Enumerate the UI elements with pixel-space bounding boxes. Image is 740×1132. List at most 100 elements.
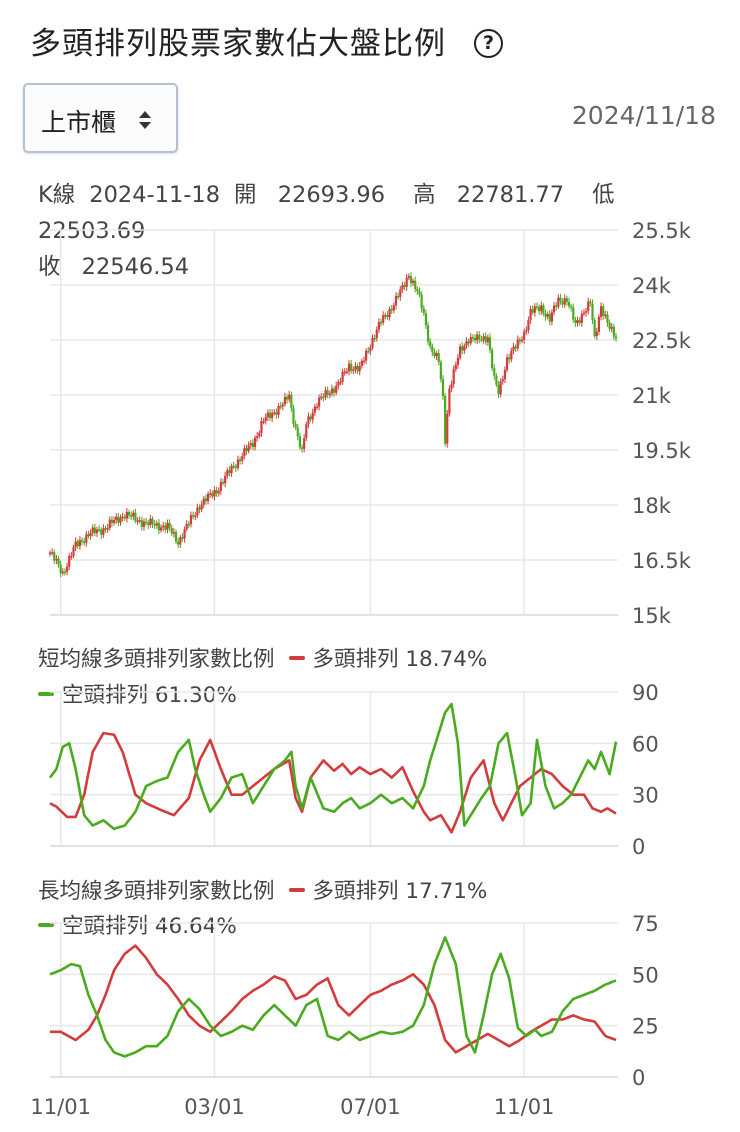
- candle-body: [63, 571, 67, 574]
- candle: [194, 512, 197, 520]
- candle: [247, 441, 250, 454]
- candle-body: [535, 306, 539, 308]
- candle: [501, 375, 504, 385]
- candle-body: [426, 325, 430, 342]
- candle-body: [76, 541, 79, 547]
- candle: [533, 303, 536, 317]
- candle: [608, 319, 611, 332]
- candle: [610, 323, 613, 333]
- candle-body: [595, 331, 598, 337]
- candle-body: [247, 445, 250, 452]
- candle: [200, 500, 203, 513]
- candle-body: [424, 313, 428, 326]
- candle: [330, 384, 334, 397]
- y-tick-label: 24k: [632, 274, 672, 298]
- candle-body: [127, 511, 131, 516]
- candle-body: [241, 456, 244, 461]
- candle-body: [102, 528, 105, 535]
- candle-body: [371, 337, 374, 348]
- candle: [409, 272, 413, 288]
- x-tick-label: 11/01: [494, 1095, 555, 1119]
- candle: [439, 359, 442, 383]
- candle: [523, 328, 526, 344]
- candle-body: [390, 308, 393, 311]
- candle: [375, 326, 378, 342]
- candle: [403, 282, 406, 291]
- candle-body: [157, 522, 161, 531]
- kline-date: 2024-11-18: [89, 182, 221, 208]
- candle: [584, 307, 588, 317]
- open-label: 開: [234, 182, 257, 208]
- candle: [542, 303, 545, 317]
- candle-body: [194, 515, 197, 517]
- candle-body: [61, 571, 64, 574]
- y-tick-label: 15k: [632, 604, 672, 628]
- candle-body: [439, 362, 442, 380]
- candle: [371, 334, 374, 350]
- candle-body: [68, 555, 71, 567]
- candle: [352, 366, 355, 375]
- candle-body: [245, 448, 248, 452]
- candle-body: [322, 396, 325, 399]
- candle: [127, 509, 131, 519]
- candle: [285, 394, 289, 404]
- candle-body: [409, 276, 413, 284]
- candle-body: [403, 285, 406, 287]
- candle: [168, 519, 171, 532]
- candle: [196, 503, 199, 518]
- market-select[interactable]: 上市櫃: [23, 83, 178, 153]
- candle: [488, 333, 492, 354]
- candle: [256, 432, 259, 442]
- candle: [397, 292, 400, 300]
- question-circle-icon[interactable]: ?: [474, 29, 503, 58]
- candle-body: [236, 459, 240, 468]
- y-tick-label: 75: [632, 912, 659, 936]
- candle-body: [279, 406, 282, 408]
- short-ma-legend: 短均線多頭排列家數比例 多頭排列 18.74%: [38, 642, 487, 673]
- candle: [576, 316, 579, 327]
- candle: [414, 276, 417, 293]
- candle: [570, 303, 573, 312]
- candle-body: [53, 552, 56, 561]
- candle: [245, 444, 248, 456]
- candle: [335, 381, 338, 396]
- candle-body: [505, 357, 509, 370]
- candle: [491, 347, 494, 372]
- candle: [552, 301, 556, 316]
- candle-body: [606, 314, 609, 323]
- candle: [303, 434, 306, 453]
- candle-body: [452, 369, 455, 385]
- candle: [68, 552, 71, 570]
- candle-body: [563, 298, 566, 305]
- candle: [337, 379, 340, 390]
- candle: [484, 332, 487, 345]
- y-tick-label: 22.5k: [632, 329, 692, 353]
- candle: [266, 409, 269, 421]
- candle: [418, 287, 421, 298]
- candle-body: [478, 334, 481, 340]
- candle-body: [444, 396, 447, 444]
- candle-body: [602, 306, 605, 316]
- short-bear-value: 61.30%: [154, 683, 237, 708]
- candle-body: [234, 466, 237, 468]
- candle-body: [238, 459, 242, 461]
- candle-body: [277, 406, 280, 415]
- candle: [53, 549, 56, 565]
- candle-body: [516, 339, 519, 349]
- candle-body: [450, 384, 453, 389]
- candle: [305, 421, 308, 442]
- candle-body: [59, 564, 62, 574]
- candle-body: [100, 529, 103, 535]
- long-bear-value: 46.64%: [154, 914, 237, 939]
- candle: [292, 404, 295, 428]
- candle-body: [215, 490, 218, 494]
- candle: [320, 393, 323, 401]
- candle-body: [326, 390, 329, 395]
- candle: [324, 386, 327, 401]
- short-bear-line: [48, 702, 618, 831]
- bear-swatch: [38, 692, 54, 696]
- candle-body: [544, 313, 547, 317]
- candle: [249, 440, 252, 450]
- candle: [298, 432, 301, 450]
